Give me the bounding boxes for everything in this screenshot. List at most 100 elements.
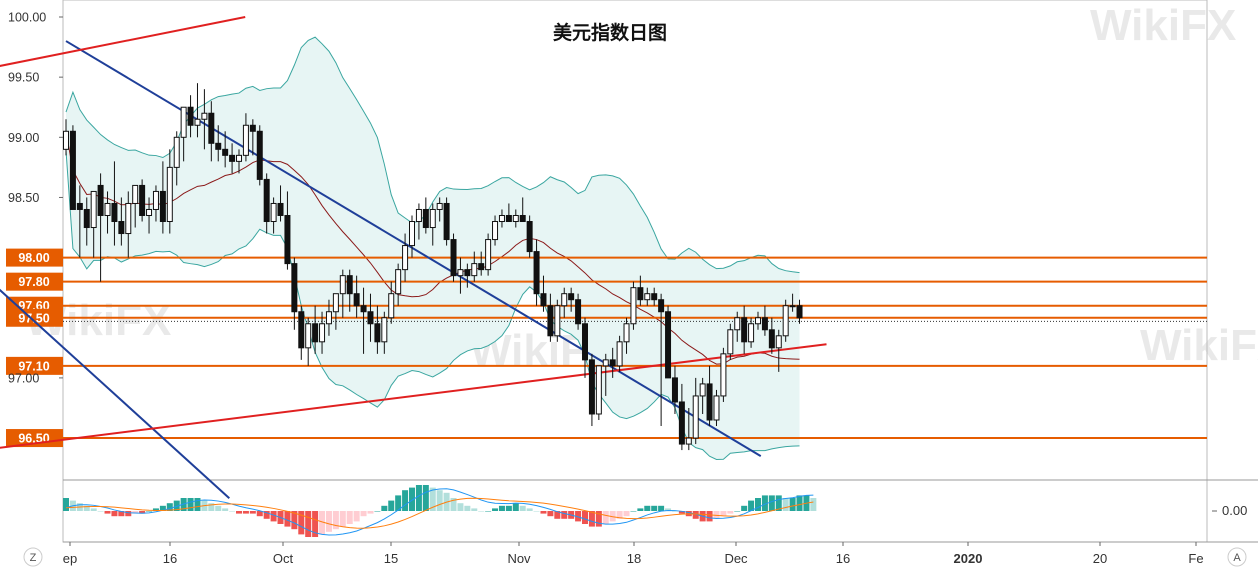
candle-down <box>658 299 665 313</box>
candle-up <box>644 293 651 301</box>
candle-down <box>69 130 76 210</box>
macd-bar <box>270 511 277 522</box>
candle-down <box>450 239 457 277</box>
candle-down <box>374 323 381 343</box>
candle-down <box>187 106 194 126</box>
candle-up <box>602 359 609 367</box>
macd-bar <box>478 511 485 512</box>
macd-zero-label: 0.00 <box>1222 503 1247 518</box>
candle-down <box>256 130 263 180</box>
candle-down <box>464 269 471 277</box>
candlesticks <box>63 83 803 451</box>
macd-bar <box>395 495 402 511</box>
candle-down <box>665 311 672 379</box>
candle-down <box>761 317 768 331</box>
macd-bar <box>471 508 478 511</box>
candle-down <box>159 190 166 223</box>
candle-up <box>554 305 561 337</box>
y-tick-label: 100.00 <box>8 11 46 25</box>
macd-bar <box>519 505 526 511</box>
candle-up <box>388 293 395 319</box>
macd-line <box>65 488 814 536</box>
macd-bar <box>796 495 803 511</box>
axes: 100.00 99.50 99.00 98.50 97.00 ep 16 Oct 15 Nov 18… <box>8 11 1247 567</box>
macd-bar <box>284 511 291 527</box>
macd-bar <box>415 485 422 511</box>
candle-up <box>429 208 436 229</box>
macd-bar <box>609 511 616 522</box>
gridlines <box>62 0 1258 543</box>
candle-down <box>588 359 595 415</box>
auto-scale-icon-label: A <box>1233 552 1241 564</box>
macd-bar <box>319 511 326 535</box>
macd-bar <box>692 511 699 519</box>
macd-bar <box>353 511 360 522</box>
macd-bar <box>588 511 595 527</box>
macd-bar <box>436 490 443 511</box>
macd-bar <box>492 508 499 511</box>
candle-down <box>76 202 83 210</box>
x-tick-label: Fe <box>1188 551 1203 566</box>
candle-down <box>118 221 125 235</box>
level-box <box>6 356 63 375</box>
macd-bar <box>111 511 118 517</box>
x-tick-label: 2020 <box>954 551 983 566</box>
x-tick-label: 18 <box>627 551 641 566</box>
x-tick-label: 15 <box>384 551 398 566</box>
level-box <box>6 272 63 291</box>
candle-down <box>312 323 319 343</box>
macd-bar <box>388 500 395 511</box>
candle-down <box>533 251 540 295</box>
candle-up <box>166 166 173 223</box>
macd-bar <box>512 503 519 511</box>
macd-bar <box>575 511 582 522</box>
candle-up <box>782 305 789 337</box>
level-label: 98.00 <box>18 251 49 265</box>
candle-down <box>547 305 554 337</box>
candle-up <box>471 263 478 277</box>
candle-down <box>298 311 305 349</box>
x-tick-label: Nov <box>507 551 531 566</box>
level-label: 97.10 <box>18 359 49 373</box>
candle-down <box>263 178 270 223</box>
macd-bar <box>554 511 561 519</box>
macd-bar <box>339 511 346 527</box>
candle-up <box>727 329 734 355</box>
macd-bar <box>104 511 111 514</box>
macd-bar <box>402 490 409 511</box>
macd-bar <box>97 511 104 512</box>
macd-bar <box>166 503 173 511</box>
macd-bar <box>450 498 457 511</box>
moving-average <box>65 131 800 365</box>
candle-up <box>616 341 623 367</box>
candle-up <box>755 317 761 325</box>
candle-down <box>609 359 616 367</box>
macd-bar <box>236 511 242 514</box>
level-box <box>6 248 63 267</box>
macd-bar <box>671 511 678 512</box>
macd-bar <box>409 487 415 511</box>
macd-bar <box>755 498 761 511</box>
candle-up <box>339 275 346 295</box>
candle-down <box>346 275 353 295</box>
macd-bar <box>485 511 492 512</box>
candle-up <box>381 317 388 343</box>
y-tick-label: 99.50 <box>8 71 39 85</box>
macd-bar <box>298 511 305 535</box>
trendline <box>0 288 230 499</box>
candle-down <box>671 377 678 403</box>
macd-bar <box>623 511 630 517</box>
macd-bar <box>291 511 298 530</box>
macd-bar <box>249 511 256 514</box>
macd-bar <box>602 511 609 524</box>
candle-up <box>692 395 699 439</box>
candle-up <box>485 239 492 271</box>
candle-up <box>125 202 132 235</box>
signal-line <box>65 497 814 529</box>
candle-up <box>623 323 630 343</box>
candle-down <box>796 305 803 319</box>
candle-up <box>436 202 443 210</box>
macd-bar <box>616 511 623 519</box>
x-tick-label: 20 <box>1093 551 1107 566</box>
x-tick-label: 16 <box>163 551 177 566</box>
